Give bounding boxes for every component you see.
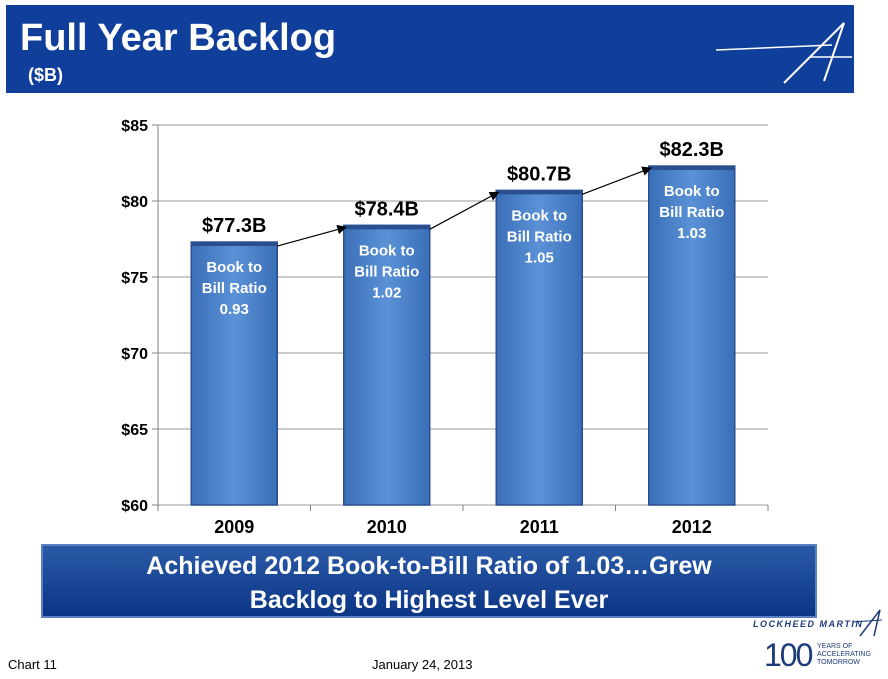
x-tick-label: 2010: [367, 517, 407, 537]
ratio-annotation: 1.02: [372, 284, 401, 301]
chart-number: Chart 11: [8, 657, 57, 672]
ratio-annotation: 0.93: [220, 301, 249, 318]
ratio-annotation: Book to: [664, 183, 720, 200]
bar-top-edge: [496, 190, 583, 195]
ratio-annotation: 1.05: [525, 249, 554, 266]
banner-line-2: Backlog to Highest Level Ever: [249, 586, 609, 614]
ratio-annotation: Bill Ratio: [354, 263, 419, 280]
page-subtitle: ($B): [28, 65, 63, 85]
value-label: $78.4B: [355, 198, 420, 220]
bar-top-edge: [191, 242, 278, 247]
y-tick-label: $70: [121, 346, 148, 363]
header-bar: Full Year Backlog ($B): [6, 5, 854, 93]
bar-2010: [343, 224, 431, 506]
y-tick-label: $60: [121, 498, 148, 515]
growth-arrow: [277, 224, 347, 247]
value-label: $82.3B: [660, 139, 725, 161]
x-tick-label: 2009: [214, 517, 254, 537]
ratio-annotation: Bill Ratio: [659, 204, 724, 221]
anniversary-tagline: YEARS OF ACCELERATING TOMORROW: [817, 643, 871, 666]
company-star-icon: [852, 609, 883, 637]
page-title: Full Year Backlog: [20, 17, 337, 59]
ratio-annotation: Book to: [511, 207, 567, 224]
y-tick-label: $85: [121, 118, 148, 135]
banner-line-1: Achieved 2012 Book-to-Bill Ratio of 1.03…: [146, 552, 712, 580]
growth-arrow: [429, 191, 500, 230]
ratio-annotation: Bill Ratio: [507, 228, 572, 245]
summary-banner: Achieved 2012 Book-to-Bill Ratio of 1.03…: [41, 544, 817, 618]
bar-top-edge: [343, 225, 430, 230]
growth-arrow: [582, 166, 652, 195]
x-tick-label: 2011: [520, 517, 559, 537]
bar-2012: [648, 165, 736, 506]
bar-chart: $60 $65 $70 $75 $80 $85 $77.3B Book to Bill Rat…: [121, 118, 769, 537]
ratio-annotation: 1.03: [677, 225, 706, 242]
x-tick-label: 2012: [672, 517, 712, 537]
y-tick-label: $80: [121, 194, 148, 211]
bar-2009: [190, 241, 278, 506]
value-label: $77.3B: [202, 215, 267, 237]
y-tick-label: $65: [121, 422, 148, 439]
anniversary-logo: 100: [764, 637, 813, 673]
bar-top-edge: [648, 166, 735, 171]
ratio-annotation: Book to: [359, 242, 415, 259]
footer-date: January 24, 2013: [372, 657, 473, 672]
ratio-annotation: Bill Ratio: [202, 280, 267, 297]
y-tick-label: $75: [121, 270, 148, 287]
company-wordmark: LOCKHEED MARTIN: [753, 619, 864, 629]
bar-2011: [495, 189, 583, 506]
value-label: $80.7B: [507, 163, 572, 185]
ratio-annotation: Book to: [206, 259, 262, 276]
lockheed-star-icon: [715, 22, 852, 84]
